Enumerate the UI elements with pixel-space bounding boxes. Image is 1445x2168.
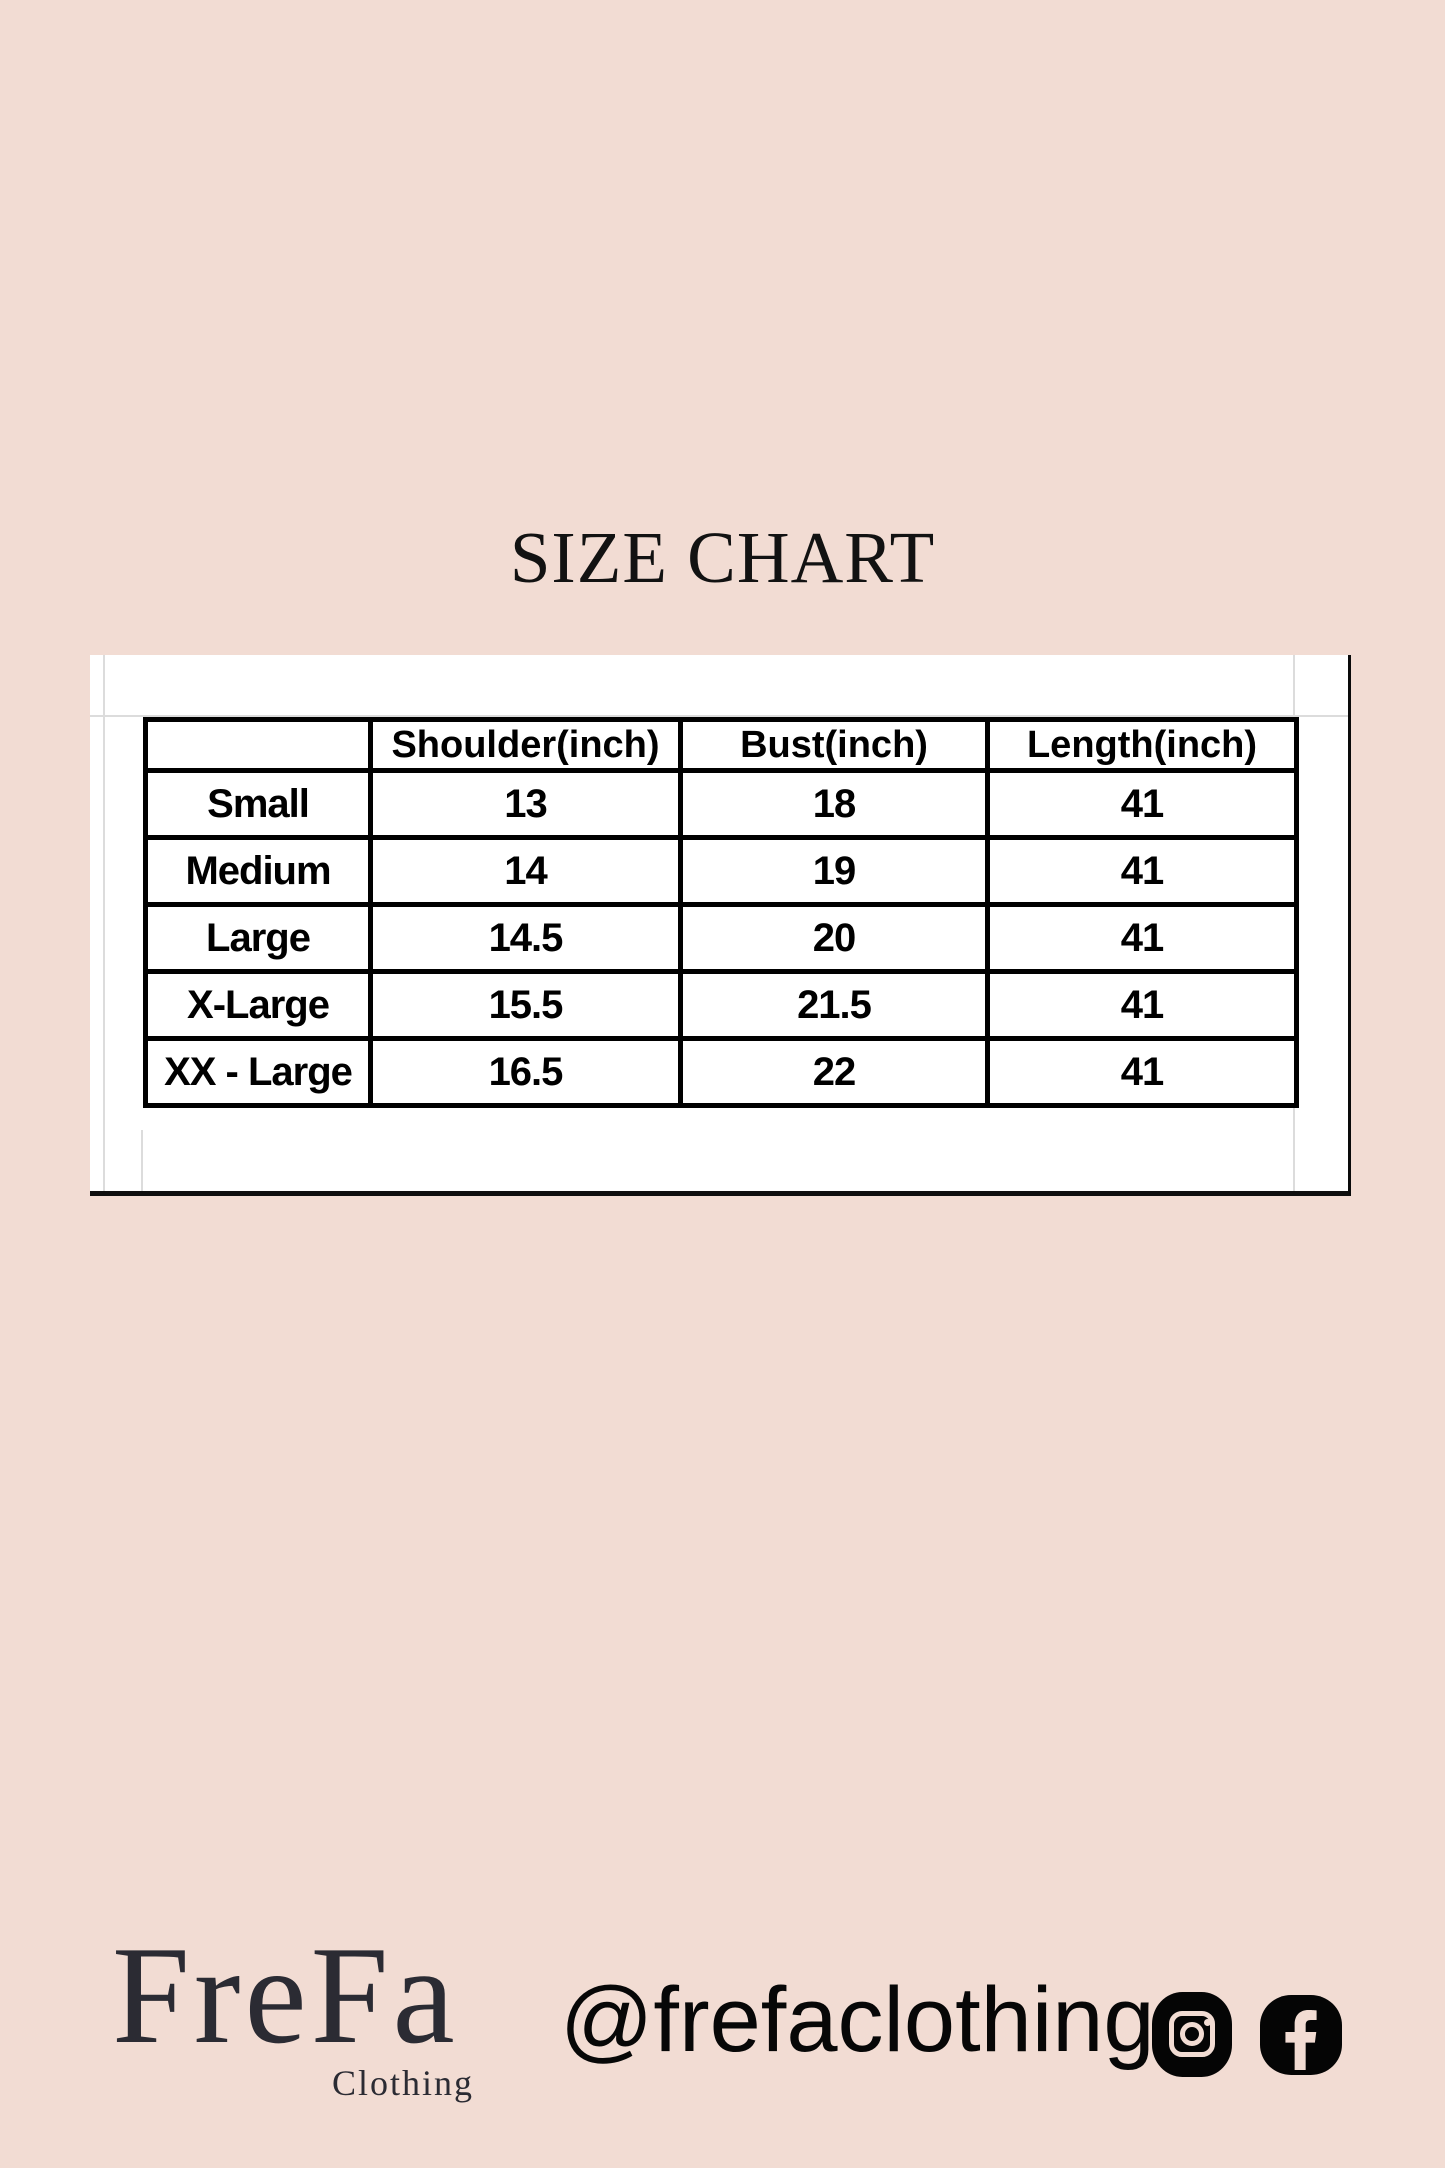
table-cell: 41 [985,835,1299,907]
spreadsheet-gridline [141,1130,143,1191]
row-label: XX - Large [143,1036,373,1108]
row-label: Large [143,902,373,974]
col-header-length: Length(inch) [985,717,1299,773]
instagram-camera-lens [1180,2022,1204,2046]
table-cell: 41 [985,1036,1299,1108]
brand-subtitle: Clothing [331,2063,474,2103]
table-row-large: Large 14.5 20 41 [143,902,1299,974]
table-cell: 21.5 [678,969,990,1041]
table-row-xx-large: XX - Large 16.5 22 41 [143,1036,1299,1108]
size-table: Shoulder(inch) Bust(inch) Length(inch) S… [143,717,1299,1108]
row-label: Medium [143,835,373,907]
table-cell: 20 [678,902,990,974]
instagram-icon[interactable] [1152,1992,1232,2077]
facebook-f-glyph [1285,2009,1317,2070]
col-header-bust: Bust(inch) [678,717,990,773]
table-row-small: Small 13 18 41 [143,768,1299,840]
spreadsheet-gridline [103,655,105,1191]
table-cell: 41 [985,768,1299,840]
table-cell: 16.5 [368,1036,683,1108]
col-header-shoulder: Shoulder(inch) [368,717,683,773]
table-cell: 14.5 [368,902,683,974]
facebook-icon[interactable] [1260,1995,1342,2075]
row-label: Small [143,768,373,840]
social-handle: @frefaclothing [560,1969,1155,2071]
size-chart-panel: Shoulder(inch) Bust(inch) Length(inch) S… [90,655,1351,1196]
table-cell: 14 [368,835,683,907]
table-cell: 18 [678,768,990,840]
row-label: X-Large [143,969,373,1041]
table-cell: 22 [678,1036,990,1108]
brand-name: FreFa [112,1918,459,2073]
table-cell: 41 [985,902,1299,974]
table-row-medium: Medium 14 19 41 [143,835,1299,907]
table-row-x-large: X-Large 15.5 21.5 41 [143,969,1299,1041]
col-header-empty [143,717,373,773]
table-cell: 19 [678,835,990,907]
table-cell: 15.5 [368,969,683,1041]
table-header-row: Shoulder(inch) Bust(inch) Length(inch) [143,717,1299,773]
brand-logo: FreFa Clothing [112,1926,474,2104]
table-cell: 13 [368,768,683,840]
instagram-camera-flash-dot [1204,2019,1211,2026]
table-cell: 41 [985,969,1299,1041]
page-title: SIZE CHART [509,517,936,598]
instagram-camera-frame [1169,2011,1215,2057]
spreadsheet-gridline [90,715,1348,717]
